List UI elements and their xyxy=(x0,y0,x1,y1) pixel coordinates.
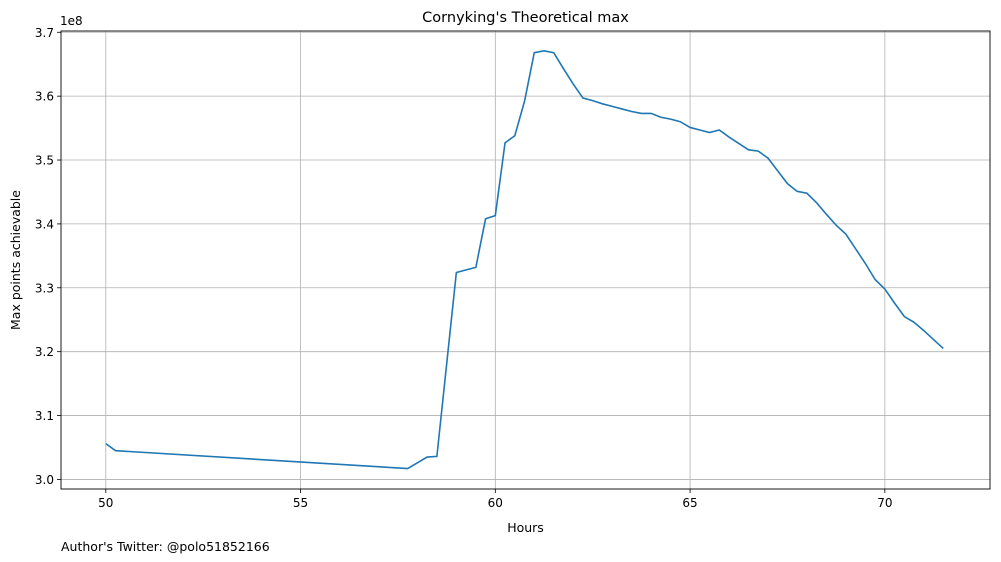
x-tick-label: 65 xyxy=(682,496,697,510)
y-tick-label: 3.1 xyxy=(35,409,54,423)
y-tick-label: 3.6 xyxy=(35,90,54,104)
y-tick-label: 3.3 xyxy=(35,281,54,295)
y-axis-label: Max points achievable xyxy=(8,190,23,330)
y-tick-label: 3.4 xyxy=(35,217,54,231)
y-tick-label: 3.5 xyxy=(35,154,54,168)
axis-ticks: 50 55 60 65 70 3.0 3.1 3.2 3.3 3.4 3.5 3.6 3.7 xyxy=(35,26,893,510)
x-axis-label: Hours xyxy=(507,520,544,535)
y-tick-label: 3.2 xyxy=(35,345,54,359)
y-offset-label: 1e8 xyxy=(60,14,83,28)
chart-title: Cornyking's Theoretical max xyxy=(422,10,629,26)
y-tick-label: 3.7 xyxy=(35,26,54,40)
author-credit: Author's Twitter: @polo51852166 xyxy=(61,539,270,554)
x-tick-label: 60 xyxy=(488,496,503,510)
x-tick-label: 70 xyxy=(877,496,892,510)
x-tick-label: 50 xyxy=(98,496,113,510)
y-tick-label: 3.0 xyxy=(35,473,54,487)
plot-frame xyxy=(60,30,991,490)
x-tick-label: 55 xyxy=(293,496,308,510)
series-line xyxy=(105,49,944,470)
